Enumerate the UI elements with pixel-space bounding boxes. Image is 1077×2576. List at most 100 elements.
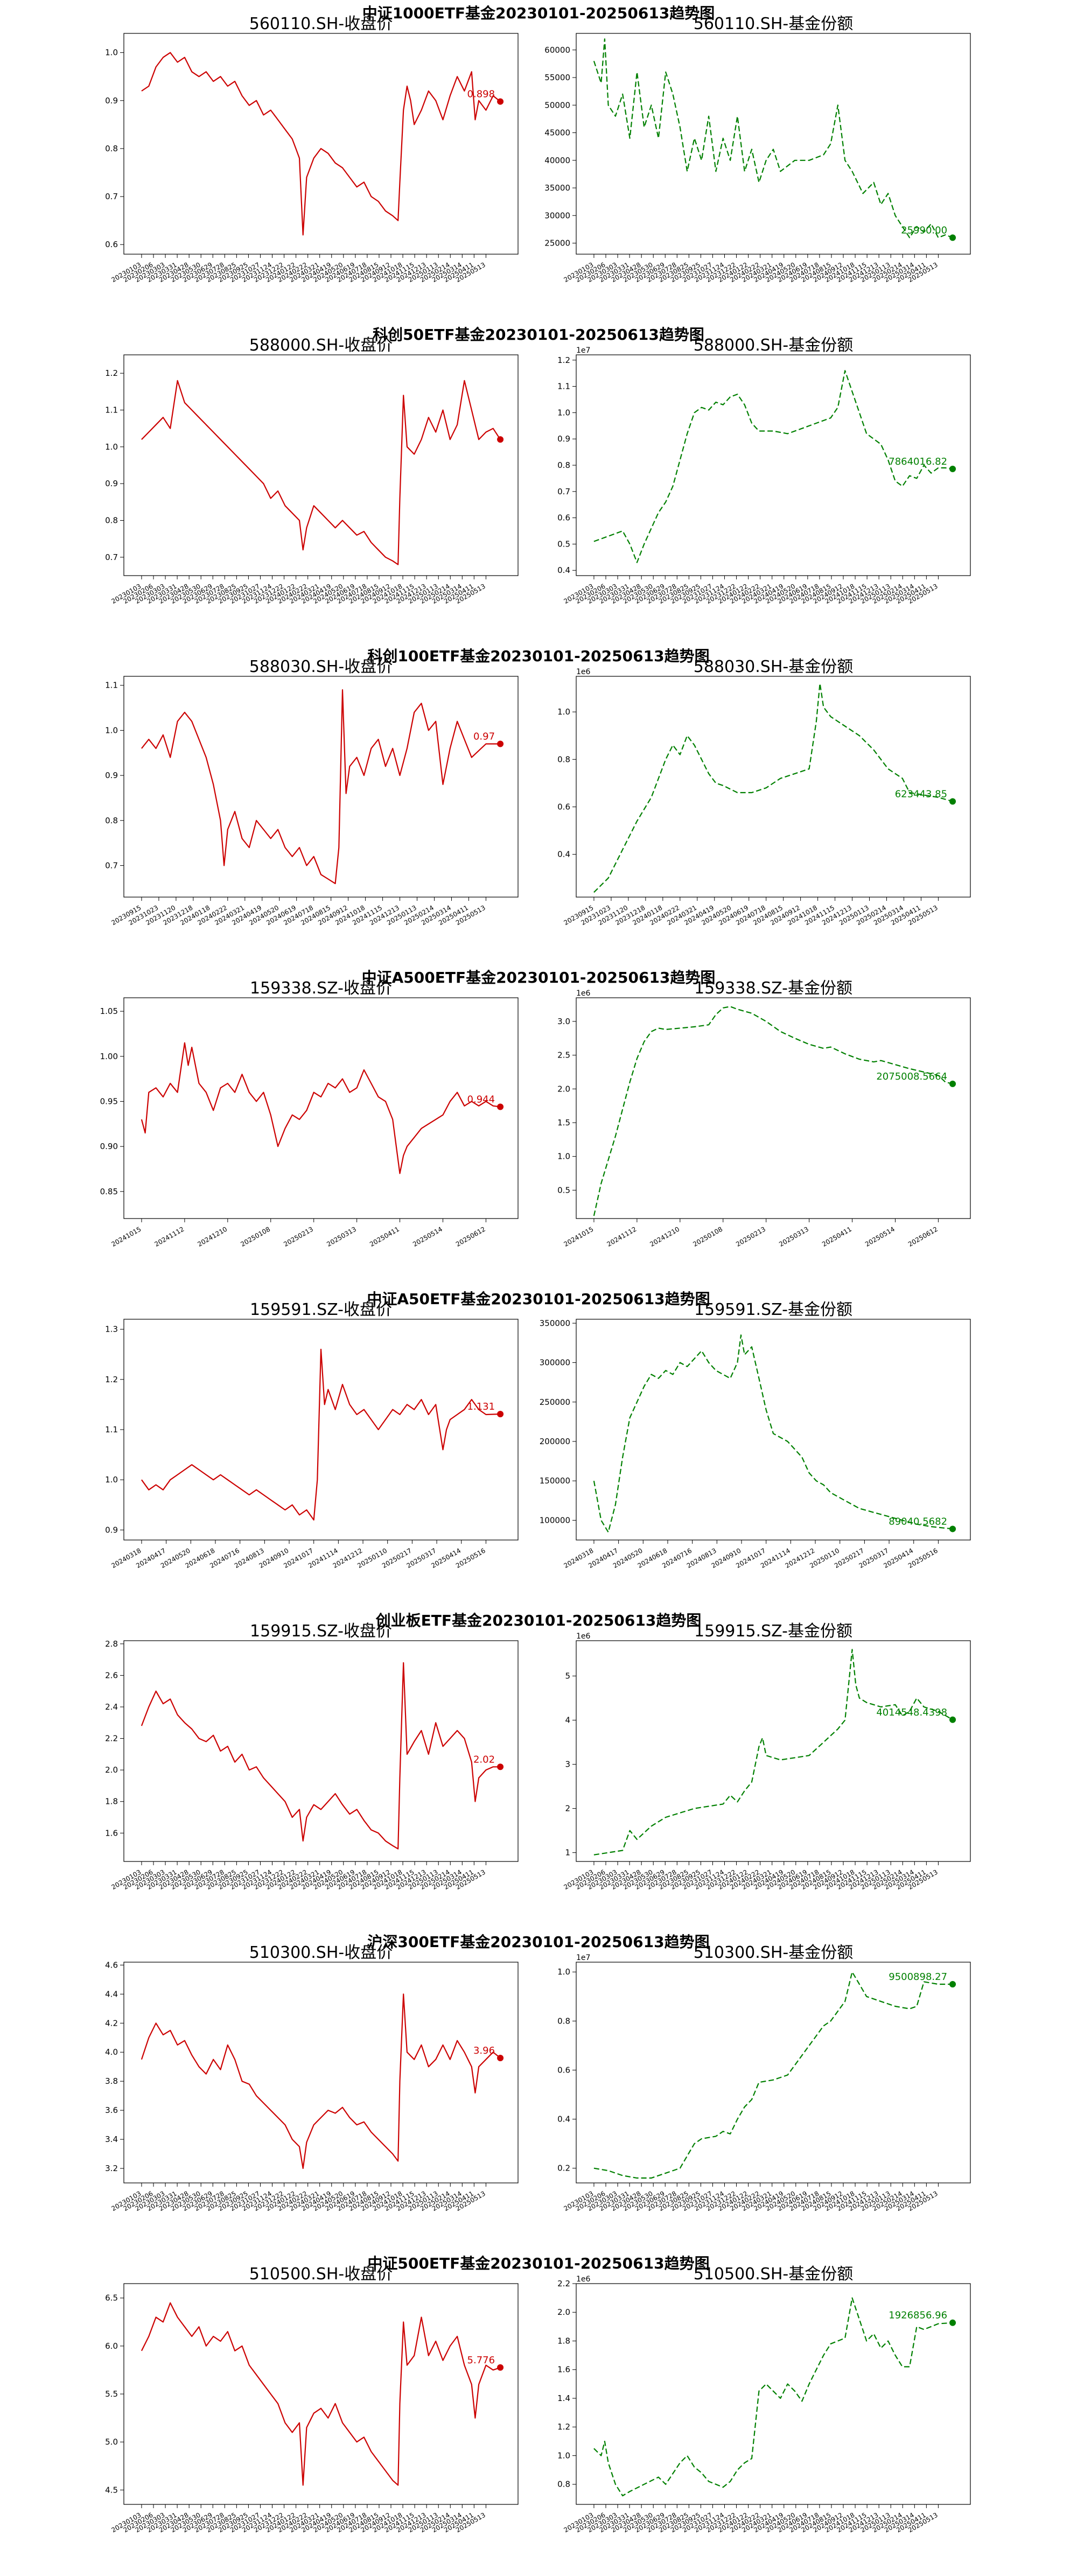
end-point-marker bbox=[497, 1411, 504, 1418]
y-tick-label: 1.1 bbox=[105, 1425, 118, 1434]
y-tick-label: 5.5 bbox=[105, 2389, 118, 2399]
y-tick-label: 0.9 bbox=[557, 434, 570, 444]
y-tick-label: 0.7 bbox=[105, 192, 118, 201]
end-point-marker bbox=[497, 2055, 504, 2062]
y-tick-label: 0.9 bbox=[105, 1525, 118, 1535]
end-value-label: 2.02 bbox=[473, 1754, 495, 1765]
x-tick-label: 20250213 bbox=[735, 1225, 767, 1248]
x-tick-label: 20250313 bbox=[778, 1225, 810, 1248]
end-value-label: 89040.5682 bbox=[889, 1516, 947, 1527]
end-value-label: 9500898.27 bbox=[889, 1971, 947, 1983]
subplot-row-5: 创业板ETF基金20230101-20250613趋势图159915.SZ-收盘… bbox=[105, 1612, 971, 1891]
y-tick-label: 3.4 bbox=[105, 2134, 118, 2144]
x-tick-label: 20250514 bbox=[411, 1225, 444, 1248]
plot-frame bbox=[123, 1640, 519, 1862]
y-tick-label: 2.5 bbox=[557, 1051, 570, 1060]
y-tick-label: 0.5 bbox=[557, 1185, 570, 1195]
x-tick-label: 20250313 bbox=[325, 1225, 358, 1248]
y-tick-label: 0.8 bbox=[557, 754, 570, 764]
panel-left: 560110.SH-收盘价0.60.70.80.91.0202301032023… bbox=[105, 15, 519, 284]
end-point-marker bbox=[497, 436, 504, 443]
y-tick-label: 0.9 bbox=[105, 479, 118, 488]
panel-title: 588030.SH-收盘价 bbox=[249, 657, 393, 676]
series-line bbox=[593, 2297, 953, 2497]
plot-frame bbox=[576, 1319, 971, 1541]
y-tick-label: 1.0 bbox=[557, 1152, 570, 1161]
panel-title: 588000.SH-基金份额 bbox=[694, 336, 853, 355]
y-tick-label: 25000 bbox=[544, 239, 570, 248]
y-tick-label: 0.6 bbox=[557, 802, 570, 811]
y-tick-label: 1.00 bbox=[100, 1052, 118, 1061]
plot-frame bbox=[123, 997, 519, 1219]
y-tick-label: 0.4 bbox=[557, 850, 570, 859]
end-value-label: 4014548.4398 bbox=[876, 1707, 947, 1718]
end-point-marker bbox=[949, 1981, 956, 1987]
y-offset-label: 1e7 bbox=[576, 1954, 590, 1962]
x-tick-label: 20241112 bbox=[605, 1225, 638, 1248]
series-line bbox=[593, 38, 953, 239]
y-tick-label: 0.9 bbox=[105, 771, 118, 780]
y-offset-label: 1e6 bbox=[576, 668, 591, 676]
y-tick-label: 3.0 bbox=[557, 1017, 570, 1026]
plot-frame bbox=[123, 33, 519, 255]
y-tick-label: 0.2 bbox=[557, 2164, 570, 2173]
y-tick-label: 0.4 bbox=[557, 2115, 570, 2124]
y-tick-label: 1.3 bbox=[105, 1325, 118, 1334]
y-tick-label: 1.2 bbox=[105, 368, 118, 378]
subplot-row-0: 中证1000ETF基金20230101-20250613趋势图560110.SH… bbox=[105, 4, 971, 284]
x-tick-label: 20241015 bbox=[563, 1225, 595, 1248]
figure-suptitle: 中证1000ETF基金20230101-20250613趋势图 bbox=[362, 4, 715, 22]
y-tick-label: 2.0 bbox=[557, 1084, 570, 1094]
end-value-label: 0.944 bbox=[467, 1094, 495, 1105]
series-line bbox=[593, 683, 953, 893]
y-tick-label: 1.0 bbox=[105, 48, 118, 58]
end-value-label: 0.97 bbox=[473, 731, 495, 743]
y-tick-label: 4.6 bbox=[105, 1960, 118, 1970]
y-tick-label: 1.1 bbox=[557, 382, 570, 391]
y-tick-label: 50000 bbox=[544, 100, 570, 110]
y-tick-label: 55000 bbox=[544, 73, 570, 82]
plot-frame bbox=[576, 1640, 971, 1862]
y-tick-label: 2.2 bbox=[105, 1734, 118, 1744]
x-tick-label: 20250108 bbox=[239, 1225, 271, 1248]
end-value-label: 2075008.5664 bbox=[876, 1071, 947, 1082]
subplot-row-2: 科创100ETF基金20230101-20250613趋势图588030.SH-… bbox=[105, 647, 971, 927]
y-tick-label: 1.0 bbox=[105, 725, 118, 735]
y-tick-label: 0.8 bbox=[105, 144, 118, 153]
y-tick-label: 1.0 bbox=[557, 1967, 570, 1977]
panel-right: 510300.SH-基金份额0.20.40.60.81.01e720230103… bbox=[557, 1943, 971, 2213]
subplot-row-4: 中证A50ETF基金20230101-20250613趋势图159591.SZ-… bbox=[105, 1290, 971, 1570]
y-tick-label: 0.4 bbox=[557, 565, 570, 575]
y-tick-label: 3.2 bbox=[105, 2164, 118, 2173]
y-tick-label: 30000 bbox=[544, 211, 570, 220]
panel-right: 159591.SZ-基金份额 100000 150000 200000 250000 30… bbox=[540, 1300, 971, 1570]
x-tick-label: 20250108 bbox=[691, 1225, 724, 1248]
y-tick-label: 6.0 bbox=[105, 2341, 118, 2351]
series-line bbox=[593, 1649, 953, 1856]
panel-left: 588000.SH-收盘价0.70.80.91.01.11.2202301032… bbox=[105, 336, 519, 605]
y-tick-label: 1.1 bbox=[105, 681, 118, 690]
panel-right: 588000.SH-基金份额 0.4 0.5 0.6 0.7 0.8 0.9 1.0 1.1 1.… bbox=[557, 336, 971, 605]
y-tick-label: 5 bbox=[565, 1671, 570, 1681]
y-tick-label: 0.8 bbox=[557, 2480, 570, 2489]
series-line bbox=[141, 2302, 501, 2486]
y-tick-label: 1.5 bbox=[557, 1118, 570, 1128]
end-point-marker bbox=[497, 1103, 504, 1110]
end-point-marker bbox=[949, 465, 956, 472]
y-offset-label: 1e6 bbox=[576, 1632, 591, 1641]
plot-frame bbox=[123, 1962, 519, 2183]
panel-right: 159915.SZ-基金份额123451e6202301032023020620… bbox=[563, 1622, 971, 1891]
figure-suptitle: 科创100ETF基金20230101-20250613趋势图 bbox=[367, 647, 709, 665]
figure-suptitle: 中证500ETF基金20230101-20250613趋势图 bbox=[367, 2255, 709, 2272]
end-point-marker bbox=[949, 1080, 956, 1087]
panel-left: 510300.SH-收盘价3.23.43.63.84.04.24.44.6202… bbox=[105, 1943, 519, 2213]
figure-suptitle: 科创50ETF基金20230101-20250613趋势图 bbox=[373, 326, 704, 344]
y-tick-label: 1 bbox=[565, 1848, 570, 1858]
y-tick-label: 0.85 bbox=[100, 1187, 118, 1196]
y-tick-label: 0.5 bbox=[557, 539, 570, 549]
y-tick-label: 100000 bbox=[540, 1515, 570, 1525]
y-tick-label: 5.0 bbox=[105, 2437, 118, 2447]
series-line bbox=[593, 1006, 953, 1216]
end-value-label: 25990.00 bbox=[901, 225, 947, 236]
panel-left: 510500.SH-收盘价4.55.05.56.06.5202301032023… bbox=[105, 2265, 519, 2534]
